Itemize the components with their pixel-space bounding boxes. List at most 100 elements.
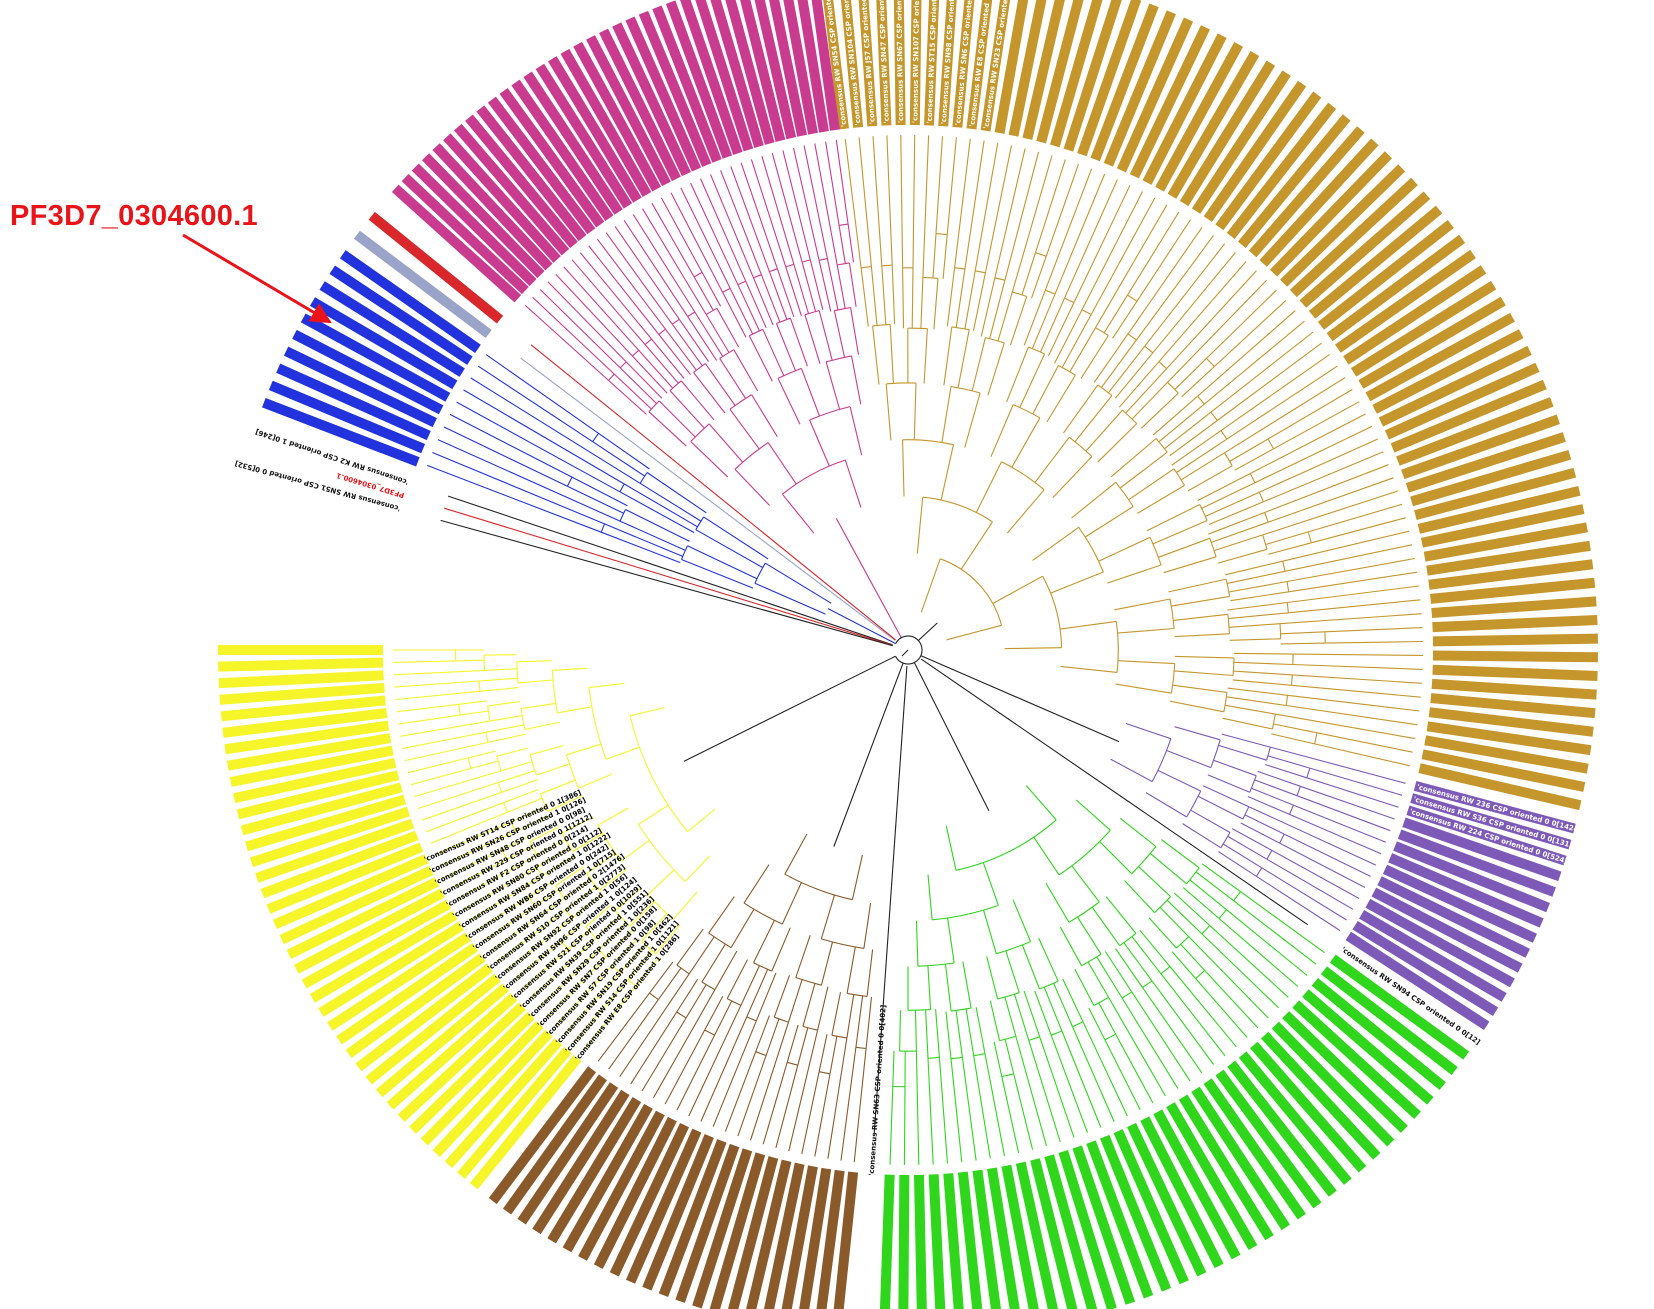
blue-clade-node-arc bbox=[680, 545, 688, 560]
magenta-clade-leaf bbox=[411, 163, 537, 287]
magenta-clade-node-arc bbox=[734, 442, 769, 470]
green-clade-internal-branch bbox=[1104, 951, 1133, 993]
yellow-clade-internal-branch bbox=[684, 855, 711, 882]
magenta-clade-internal-branch bbox=[729, 408, 760, 450]
gold-clade-tip-branch bbox=[872, 136, 883, 266]
yellow-clade-internal-branch bbox=[528, 880, 554, 898]
green-clade-node-arc bbox=[1039, 980, 1059, 990]
magenta-clade-internal-branch bbox=[658, 400, 696, 438]
purple-clade-node-arc bbox=[1249, 775, 1257, 793]
yellow-clade-internal-branch bbox=[598, 868, 628, 891]
magenta-clade-internal-branch bbox=[848, 262, 857, 307]
purple-clade-internal-branch bbox=[1251, 787, 1294, 806]
gold-clade-internal-branch bbox=[1006, 346, 1029, 403]
gold-clade-tip-branch bbox=[1213, 299, 1287, 368]
magenta-clade-node-arc bbox=[801, 259, 811, 263]
yellow-clade-leaf bbox=[249, 806, 411, 868]
blue-clade-internal-branch bbox=[598, 432, 650, 470]
gold-clade-leaf bbox=[1405, 432, 1566, 493]
gold-clade-internal-branch bbox=[1034, 436, 1070, 483]
green-clade-node-arc bbox=[1072, 1021, 1084, 1028]
purple-clade-internal-branch bbox=[1227, 835, 1268, 860]
gold-clade-internal-branch bbox=[1227, 601, 1288, 611]
gold-clade-internal-branch bbox=[1080, 335, 1109, 379]
gold-clade-node-arc bbox=[922, 496, 993, 523]
magenta-clade-tip-branch bbox=[532, 296, 615, 375]
black-leaf-branch bbox=[920, 658, 1309, 926]
purple-clade-node-arc bbox=[1288, 804, 1294, 815]
brown-clade-internal-branch bbox=[784, 833, 808, 875]
yellow-clade-internal-branch bbox=[586, 852, 616, 874]
gold-clade-internal-branch bbox=[933, 278, 939, 330]
green-clade-leaf bbox=[943, 1173, 966, 1309]
brown-clade-leaf bbox=[709, 1152, 766, 1309]
gold-clade-internal-branch bbox=[1163, 556, 1217, 574]
brown-clade-tip-branch bbox=[664, 1029, 706, 1105]
gold-clade-internal-branch bbox=[1137, 484, 1185, 514]
yellow-clade-leaf bbox=[236, 770, 400, 820]
gold-clade-node-arc bbox=[1290, 674, 1293, 686]
green-clade-tip-branch bbox=[1104, 1039, 1141, 1110]
magenta-clade-internal-branch bbox=[701, 272, 722, 307]
green-clade-internal-branch bbox=[1075, 799, 1111, 831]
brown-clade-leaf bbox=[642, 1134, 714, 1291]
red-leaf bbox=[368, 211, 504, 324]
gold-clade-internal-branch bbox=[1171, 430, 1222, 466]
blue-clade-internal-branch bbox=[646, 472, 707, 514]
yellow-clade-internal-branch bbox=[588, 682, 625, 689]
brown-clade-internal-branch bbox=[831, 992, 842, 1036]
gold-clade-internal-branch bbox=[1227, 687, 1288, 696]
yellow-clade-internal-branch bbox=[487, 701, 521, 707]
gold-clade-internal-branch bbox=[1226, 696, 1287, 707]
magenta-clade-internal-branch bbox=[751, 394, 778, 437]
gold-clade-internal-branch bbox=[1039, 297, 1066, 353]
brown-clade-tip-branch bbox=[853, 1048, 867, 1163]
green-clade-node-arc bbox=[996, 941, 1031, 955]
gold-clade-internal-branch bbox=[989, 280, 1006, 339]
brown-clade-stem bbox=[833, 662, 904, 847]
magenta-clade-internal-branch bbox=[789, 318, 808, 367]
magenta-clade-leaf bbox=[391, 184, 522, 303]
magenta-clade-leaf bbox=[612, 22, 691, 177]
green-clade-tip-branch bbox=[1201, 933, 1279, 1009]
magenta-clade-tip-branch bbox=[579, 252, 653, 340]
brown-clade-tip-branch bbox=[840, 1047, 857, 1161]
gold-clade-internal-branch bbox=[1158, 403, 1205, 443]
magenta-clade-tip-branch bbox=[680, 187, 731, 289]
yellow-clade-node-arc bbox=[496, 755, 502, 772]
gold-clade-internal-branch bbox=[957, 329, 970, 388]
yellow-clade-internal-branch bbox=[605, 746, 640, 760]
green-clade-tip-branch bbox=[1151, 980, 1215, 1065]
yellow-clade-internal-branch bbox=[506, 845, 533, 860]
gold-clade-leaf bbox=[1155, 41, 1244, 192]
gold-clade-tip-branch bbox=[912, 134, 916, 268]
magenta-clade-internal-branch bbox=[818, 310, 833, 361]
gold-clade-internal-branch bbox=[1265, 531, 1309, 546]
magenta-clade-leaf bbox=[749, 0, 797, 140]
green-clade-node-arc bbox=[1142, 980, 1153, 988]
blue-clade-internal-branch bbox=[639, 482, 702, 522]
gold-clade-leaf bbox=[1215, 91, 1322, 231]
gold-clade-internal-branch bbox=[1048, 302, 1075, 357]
magenta-clade-leaf bbox=[465, 114, 578, 249]
gold-clade-leaf bbox=[1116, 17, 1194, 173]
magenta-clade-node-arc bbox=[693, 363, 706, 373]
yellow-clade-tip-branch bbox=[395, 690, 481, 701]
green-clade-tip-branch bbox=[1028, 1040, 1061, 1143]
gold-clade-internal-branch bbox=[1208, 511, 1265, 535]
gold-clade-leaf bbox=[1226, 102, 1337, 239]
brown-clade-tip-branch bbox=[775, 1065, 799, 1148]
brown-clade-leaf bbox=[760, 1162, 805, 1309]
magenta-clade-tip-branch bbox=[651, 202, 695, 278]
gold-clade-internal-branch bbox=[955, 269, 966, 328]
gold-clade-internal-branch bbox=[911, 267, 914, 329]
green-clade-leaf bbox=[972, 1169, 1005, 1309]
gold-clade-tip-branch bbox=[935, 136, 944, 234]
purple-clade-node-arc bbox=[1210, 739, 1221, 768]
magenta-clade-leaf bbox=[499, 87, 605, 228]
gold-clade-leaf bbox=[1248, 126, 1365, 258]
green-clade-internal-branch bbox=[927, 965, 932, 1010]
magenta-clade-tip-branch bbox=[588, 245, 660, 335]
gold-clade-leaf bbox=[1372, 329, 1524, 414]
gold-clade-node-arc bbox=[985, 337, 1005, 344]
